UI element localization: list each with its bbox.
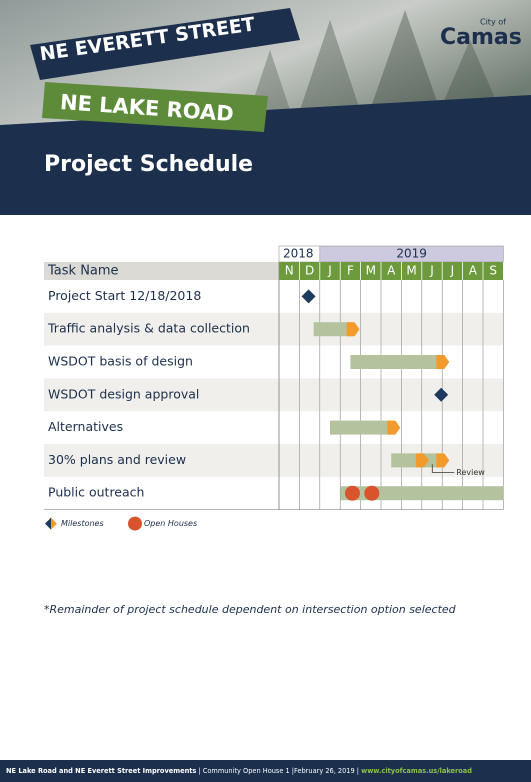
legend-milestone-left [45, 518, 51, 530]
month-label: J [327, 264, 332, 278]
bar-arrow [436, 355, 449, 369]
page-title: Project Schedule [44, 152, 253, 177]
bar-arrow [387, 421, 400, 435]
month-label: F [347, 264, 354, 278]
task-name: Public outreach [48, 485, 144, 500]
footer-event: | Community Open House 1 |February 26, 2… [196, 767, 361, 775]
task-name: Project Start 12/18/2018 [48, 288, 201, 303]
task-header: Task Name [47, 264, 119, 279]
month-label: D [305, 264, 314, 278]
month-label: A [387, 264, 396, 278]
task-bar [330, 421, 392, 435]
page: NE EVERETT STREET NE LAKE ROAD City of C… [0, 0, 531, 782]
open-house [364, 486, 379, 501]
footer-title: NE Lake Road and NE Everett Street Impro… [6, 767, 196, 775]
task-name: 30% plans and review [48, 452, 186, 467]
month-label: S [489, 264, 497, 278]
month-label: M [406, 264, 416, 278]
year-label: 2018 [283, 247, 314, 261]
annotation: Review [456, 468, 485, 477]
task-bar [350, 355, 441, 369]
task-name: WSDOT basis of design [48, 354, 193, 369]
month-label: A [469, 264, 478, 278]
open-house [345, 486, 360, 501]
legend-open-house [128, 517, 142, 531]
year-label: 2019 [396, 247, 427, 261]
task-name: WSDOT design approval [48, 386, 199, 401]
month-label: N [285, 264, 294, 278]
task-name: Traffic analysis & data collection [47, 321, 250, 336]
legend-label: Milestones [61, 519, 104, 528]
month-label: M [366, 264, 376, 278]
footer-url[interactable]: www.cityofcamas.us/lakeroad [361, 767, 472, 775]
task-bar [314, 322, 352, 336]
legend-label: Open Houses [144, 519, 197, 528]
note: *Remainder of project schedule dependent… [44, 603, 457, 616]
footer-text: NE Lake Road and NE Everett Street Impro… [6, 767, 472, 775]
month-label: J [429, 264, 434, 278]
logo: Camas [440, 25, 522, 50]
task-name: Alternatives [48, 419, 123, 434]
legend-milestone-right [51, 518, 57, 530]
milestone [302, 289, 316, 303]
month-label: J [450, 264, 455, 278]
